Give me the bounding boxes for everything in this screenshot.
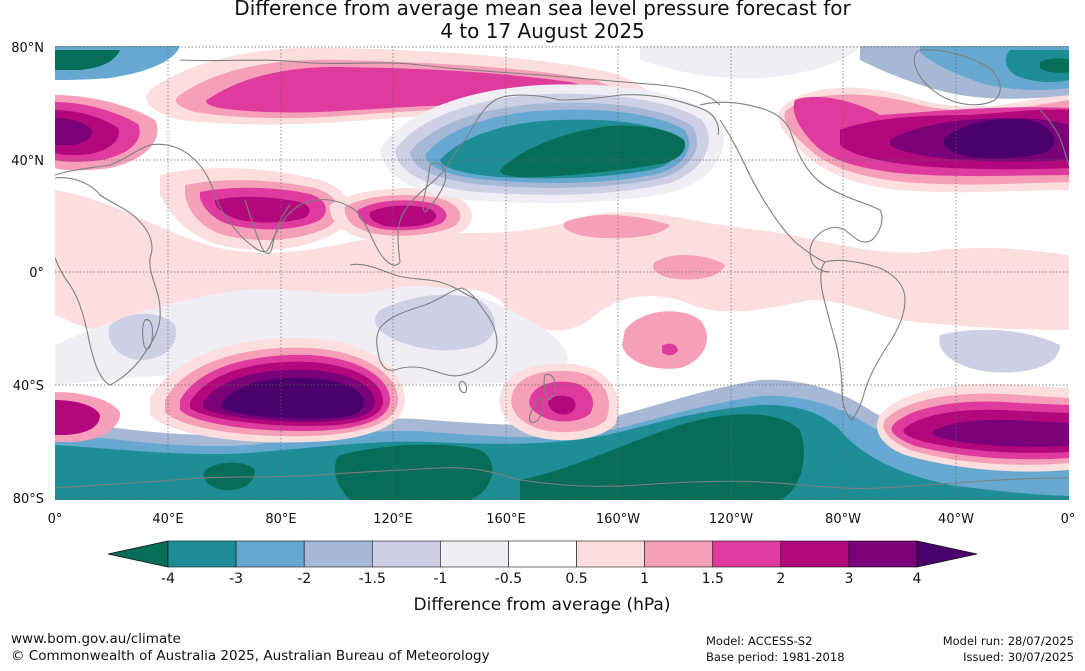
colorbar-tick-label: 0.5 xyxy=(565,571,587,587)
colorbar-label: Difference from average (hPa) xyxy=(414,595,671,615)
anomaly-high-central-pacific xyxy=(563,214,670,239)
chart-title: Difference from average mean sea level p… xyxy=(0,0,1085,43)
anomaly-high-south-pacific-2 xyxy=(662,343,678,356)
lat-label-80s: 80°S xyxy=(13,492,44,507)
footer-copyright: © Commonwealth of Australia 2025, Austra… xyxy=(11,648,490,664)
colorbar-bin xyxy=(576,540,645,568)
south-america-coast xyxy=(820,259,906,421)
india-coast xyxy=(244,199,291,255)
pressure-anomaly-field xyxy=(55,46,1069,500)
colorbar-bin xyxy=(644,540,714,568)
colorbar-tick-label: -3 xyxy=(229,571,243,587)
north-america-coast xyxy=(699,101,883,273)
colorbar-bin xyxy=(508,540,577,568)
anomaly-region-australia-lavender xyxy=(375,294,495,351)
footer-dates: Model run: 28/07/2025 Issued: 30/07/2025 xyxy=(943,633,1074,665)
anomaly-high-south-asia-4 xyxy=(215,196,310,223)
lon-label-120e: 120°E xyxy=(373,512,413,527)
lon-label-40e: 40°E xyxy=(152,512,183,527)
colorbar-tick-label: -0.5 xyxy=(495,571,522,587)
africa-coast xyxy=(55,177,161,386)
footer-model: Model: ACCESS-S2 xyxy=(706,634,813,648)
anomaly-low-arctic-central xyxy=(640,46,860,79)
colorbar-bin xyxy=(303,540,373,568)
colorbar-extend-low xyxy=(107,540,169,568)
colorbar-tick-label: 4 xyxy=(913,571,922,587)
colorbar-tick-label: 1.5 xyxy=(702,571,724,587)
anomaly-high-equatorial-pacific xyxy=(653,254,725,280)
colorbar-tick-label: -2 xyxy=(297,571,311,587)
anomaly-high-scandinavia-4 xyxy=(55,118,93,145)
anomaly-low-arctic-east-4 xyxy=(1040,58,1069,73)
colorbar-tick-label: 3 xyxy=(844,571,853,587)
colorbar-tick-label: -4 xyxy=(161,571,175,587)
anomaly-region-southern-ocean-deep-teal-a xyxy=(334,444,493,500)
colorbar-bin xyxy=(371,540,441,568)
southeast-asia-islands xyxy=(349,263,479,301)
new-zealand-north xyxy=(543,373,556,401)
lon-label-120w: 120°W xyxy=(709,512,753,527)
anomaly-high-southwest-edge-2 xyxy=(55,400,100,435)
colorbar xyxy=(107,540,978,568)
footer-issued: Issued: 30/07/2025 xyxy=(963,650,1074,664)
arctic-coast-asia xyxy=(179,59,721,106)
colorbar-tick-label: -1 xyxy=(433,571,447,587)
lon-label-80w: 80°W xyxy=(825,512,861,527)
lon-label-160w: 160°W xyxy=(596,512,640,527)
lon-label-40w: 40°W xyxy=(938,512,974,527)
greenland-coast xyxy=(913,49,1001,106)
lat-label-40s: 40°S xyxy=(13,379,44,394)
anomaly-region-south-atlantic-lavender xyxy=(939,329,1060,373)
colorbar-tick-label: 1 xyxy=(640,571,649,587)
tasmania-coast xyxy=(458,381,468,394)
europe-west-coast xyxy=(1039,109,1069,166)
latitude-labels: 80°N 40°N 0° 40°S 80°S xyxy=(11,41,44,507)
colorbar-ticks: -4 -3 -2 -1.5 -1 -0.5 0.5 1 1.5 2 3 4 xyxy=(161,571,922,587)
colorbar-tick-label: 2 xyxy=(776,571,785,587)
colorbar-bin xyxy=(780,540,850,568)
title-line-2: 4 to 17 August 2025 xyxy=(440,19,645,43)
anomaly-low-arctic-west-2 xyxy=(55,50,120,70)
colorbar-bin xyxy=(235,540,305,568)
colorbar-bin xyxy=(848,540,918,568)
anomaly-low-north-pacific-6 xyxy=(500,125,685,178)
anomaly-high-north-atlantic-6 xyxy=(943,118,1054,159)
anomaly-high-south-atlantic-5 xyxy=(932,419,1069,447)
colorbar-bin xyxy=(440,540,509,568)
footer-left: www.bom.gov.au/climate © Commonwealth of… xyxy=(11,631,490,665)
anomaly-region-southern-ocean-deep-teal-c xyxy=(203,462,255,491)
lon-label-0-right: 0° xyxy=(1061,512,1076,527)
colorbar-tick-label: -1.5 xyxy=(359,571,386,587)
new-zealand-south xyxy=(528,397,545,424)
lon-label-0-left: 0° xyxy=(48,512,63,527)
colorbar-bin xyxy=(167,540,237,568)
footer-website: www.bom.gov.au/climate xyxy=(11,631,181,647)
footer-model-run: Model run: 28/07/2025 xyxy=(942,634,1074,648)
title-line-1: Difference from average mean sea level p… xyxy=(234,0,851,20)
lat-label-80n: 80°N xyxy=(11,41,44,56)
anomaly-high-new-zealand-4 xyxy=(548,395,576,415)
footer-model-info: Model: ACCESS-S2 Base period: 1981-2018 xyxy=(706,633,845,665)
lon-label-80e: 80°E xyxy=(265,512,296,527)
colorbar-bin xyxy=(712,540,782,568)
anomaly-low-arctic-east-3 xyxy=(1005,50,1069,83)
lat-label-0: 0° xyxy=(29,266,44,281)
graticule xyxy=(55,46,1069,500)
anomaly-high-east-asia-4 xyxy=(369,205,437,227)
lon-label-160e: 160°E xyxy=(486,512,526,527)
antarctica-coast xyxy=(55,467,1069,489)
colorbar-extend-high xyxy=(916,540,978,568)
madagascar-coast xyxy=(142,319,154,350)
australia-coast xyxy=(376,287,498,377)
anomaly-high-south-pacific-1 xyxy=(622,311,708,369)
lat-label-40n: 40°N xyxy=(11,154,44,169)
anomaly-region-southern-ocean-deep-teal-b xyxy=(520,414,804,500)
footer-base-period: Base period: 1981-2018 xyxy=(706,650,845,664)
japan-coast xyxy=(422,162,447,213)
anomaly-high-indian-ocean-6 xyxy=(222,377,364,419)
north-america-west-coast xyxy=(719,119,826,263)
longitude-labels: 0° 40°E 80°E 120°E 160°E 160°W 120°W 80°… xyxy=(48,512,1076,527)
